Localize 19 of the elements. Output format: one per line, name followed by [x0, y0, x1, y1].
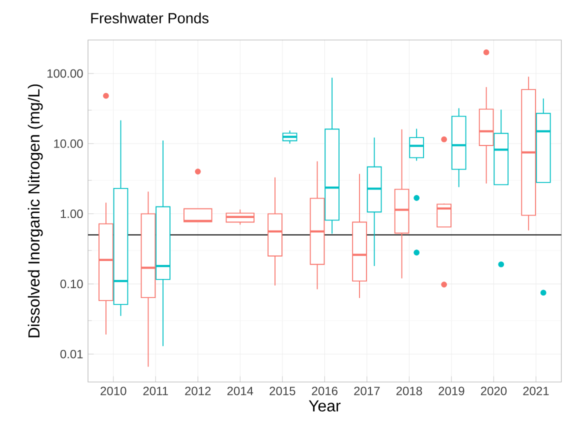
x-tick-label: 2010	[100, 386, 126, 396]
x-tick-label: 2017	[354, 386, 380, 396]
y-tick-label: 0.10	[60, 280, 83, 288]
x-tick-label: 2020	[480, 386, 507, 396]
y-tick-label: 10.00	[54, 139, 83, 148]
x-tick-label: 2014	[227, 386, 254, 396]
x-tick-label: 2019	[438, 386, 464, 396]
x-tick-label: 2016	[312, 386, 338, 396]
y-tick-label: 1.00	[60, 210, 83, 218]
x-tick-label: 2018	[396, 386, 422, 396]
x-tick-label: 2021	[523, 386, 549, 396]
chart-title: Freshwater Ponds	[91, 12, 208, 24]
y-axis-title: Dissolved Inorganic Nitrogen (mg/L)	[28, 84, 43, 338]
x-tick-label: 2012	[185, 386, 211, 396]
x-tick-label: 2015	[270, 386, 296, 396]
x-tick-label: 2011	[143, 386, 168, 396]
x-axis-title: Year	[308, 400, 341, 412]
y-tick-label: 100.00	[48, 69, 83, 78]
y-tick-label: 0.01	[60, 350, 83, 358]
